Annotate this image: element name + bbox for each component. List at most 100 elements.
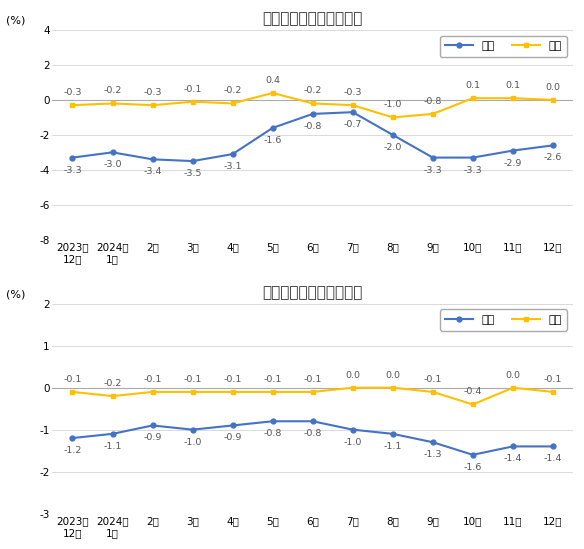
同比 [349,109,356,115]
同比 [309,110,316,117]
环比 [269,89,276,96]
Text: -3.3: -3.3 [464,166,482,175]
Text: -1.4: -1.4 [544,455,562,463]
Text: -0.8: -0.8 [263,429,282,438]
环比 [349,384,356,391]
Text: 0.0: 0.0 [545,83,561,92]
Text: -3.0: -3.0 [103,160,122,169]
Text: -1.0: -1.0 [384,100,402,109]
环比 [149,102,156,109]
Text: -0.1: -0.1 [183,375,202,384]
环比 [390,384,397,391]
同比 [429,439,436,446]
Text: -0.1: -0.1 [423,375,442,384]
Text: 0.0: 0.0 [505,371,520,380]
环比 [189,389,196,395]
环比 [550,389,557,395]
同比 [349,427,356,433]
Text: -0.8: -0.8 [423,97,442,106]
Text: -2.0: -2.0 [384,143,402,152]
Text: -1.6: -1.6 [464,463,482,472]
Text: -0.1: -0.1 [183,85,202,94]
环比 [149,389,156,395]
同比 [189,158,196,164]
环比 [429,110,436,117]
同比 [390,132,397,138]
Text: -3.3: -3.3 [423,166,442,175]
环比 [69,102,76,109]
Text: -0.2: -0.2 [224,86,242,96]
Text: -0.1: -0.1 [63,375,82,384]
Text: -1.2: -1.2 [63,446,82,455]
环比 [349,102,356,109]
Text: -0.9: -0.9 [143,434,162,442]
环比 [550,97,557,103]
Text: -3.5: -3.5 [183,169,202,178]
Y-axis label: (%): (%) [6,16,26,26]
Text: -1.1: -1.1 [103,442,121,451]
Text: -0.2: -0.2 [103,86,121,96]
同比 [309,418,316,424]
Text: -1.6: -1.6 [263,136,282,145]
Text: -2.9: -2.9 [503,159,522,167]
Y-axis label: (%): (%) [6,290,26,300]
Text: -0.2: -0.2 [304,86,322,96]
Text: -0.9: -0.9 [224,434,242,442]
同比 [429,154,436,161]
Line: 同比: 同比 [70,110,555,164]
同比 [509,443,516,450]
同比 [149,422,156,429]
Text: -0.4: -0.4 [464,388,482,396]
环比 [229,389,236,395]
环比 [189,98,196,105]
环比 [509,95,516,102]
环比 [69,389,76,395]
Text: -3.1: -3.1 [223,162,242,171]
环比 [269,389,276,395]
Text: -3.4: -3.4 [143,167,162,176]
环比 [309,389,316,395]
Text: 0.4: 0.4 [265,76,280,85]
同比 [509,147,516,154]
Line: 环比: 环比 [70,385,555,407]
环比 [309,100,316,107]
Text: -1.3: -1.3 [423,450,442,459]
Line: 环比: 环比 [70,91,555,120]
同比 [189,427,196,433]
Text: -1.1: -1.1 [384,442,402,451]
同比 [550,142,557,149]
Text: -0.3: -0.3 [63,88,82,97]
环比 [509,384,516,391]
环比 [390,114,397,121]
Text: 0.1: 0.1 [505,81,520,90]
同比 [269,125,276,131]
Text: -0.7: -0.7 [343,120,362,129]
环比 [470,95,477,102]
同比 [109,149,116,156]
Text: -0.1: -0.1 [143,375,162,384]
Text: -1.0: -1.0 [343,438,362,447]
同比 [269,418,276,424]
环比 [109,100,116,107]
环比 [470,401,477,408]
环比 [429,389,436,395]
Legend: 同比, 环比: 同比, 环比 [440,36,567,57]
同比 [470,451,477,458]
Legend: 同比, 环比: 同比, 环比 [440,310,567,330]
Title: 生产资料出厂价格涨跌幅: 生产资料出厂价格涨跌幅 [262,11,363,26]
Text: -1.4: -1.4 [503,455,522,463]
同比 [390,430,397,437]
同比 [149,156,156,163]
Text: -0.1: -0.1 [263,375,282,384]
同比 [109,430,116,437]
同比 [550,443,557,450]
同比 [229,422,236,429]
Line: 同比: 同比 [70,419,555,457]
同比 [69,154,76,161]
Text: -3.3: -3.3 [63,166,82,175]
Text: -0.1: -0.1 [544,375,562,384]
Text: -0.3: -0.3 [343,88,362,97]
Title: 生活资料出厂价格涨跌幅: 生活资料出厂价格涨跌幅 [262,285,363,300]
Text: -0.8: -0.8 [304,122,322,131]
Text: 0.0: 0.0 [385,371,400,380]
